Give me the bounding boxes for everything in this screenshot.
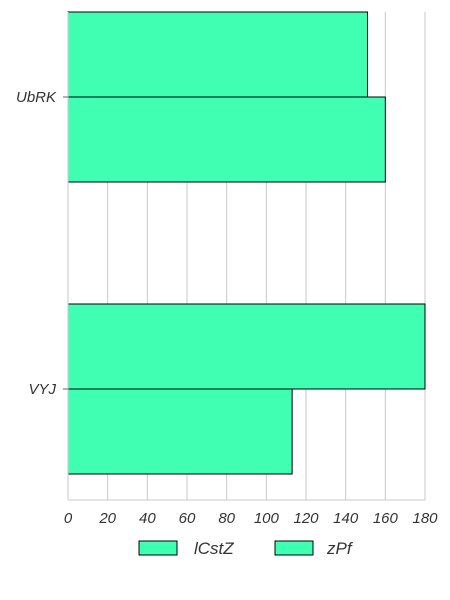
legend-label-zPf: zPf bbox=[326, 539, 354, 558]
x-tick-label: 80 bbox=[218, 510, 235, 527]
x-tick-label: 120 bbox=[293, 510, 319, 527]
bar-VYJ-zPf bbox=[67, 388, 293, 475]
legend-label-lCstZ: lCstZ bbox=[194, 539, 234, 558]
legend-swatch-zPf bbox=[274, 540, 314, 556]
x-tick-label: 20 bbox=[98, 510, 116, 527]
bars bbox=[67, 11, 426, 475]
bar-UbRK-zPf bbox=[67, 96, 386, 183]
x-tick-label: 60 bbox=[179, 510, 196, 527]
bar-UbRK-lCstZ bbox=[67, 11, 368, 98]
x-tick-label: 180 bbox=[412, 510, 438, 527]
bar-VYJ-lCstZ bbox=[67, 303, 426, 390]
legend: lCstZ zPf bbox=[138, 539, 354, 558]
x-axis: 0 20 40 60 80 100 120 140 160 180 bbox=[64, 12, 438, 527]
x-tick-label: 100 bbox=[254, 510, 280, 527]
category-labels: UbRK VYJ bbox=[16, 89, 68, 398]
x-tick-label: 0 bbox=[64, 510, 73, 527]
y-category-label: VYJ bbox=[28, 381, 56, 398]
x-tick-label: 40 bbox=[139, 510, 156, 527]
x-tick-label: 160 bbox=[373, 510, 399, 527]
x-tick-label: 140 bbox=[333, 510, 359, 527]
legend-swatch-lCstZ bbox=[138, 540, 178, 556]
y-category-label: UbRK bbox=[16, 89, 57, 106]
